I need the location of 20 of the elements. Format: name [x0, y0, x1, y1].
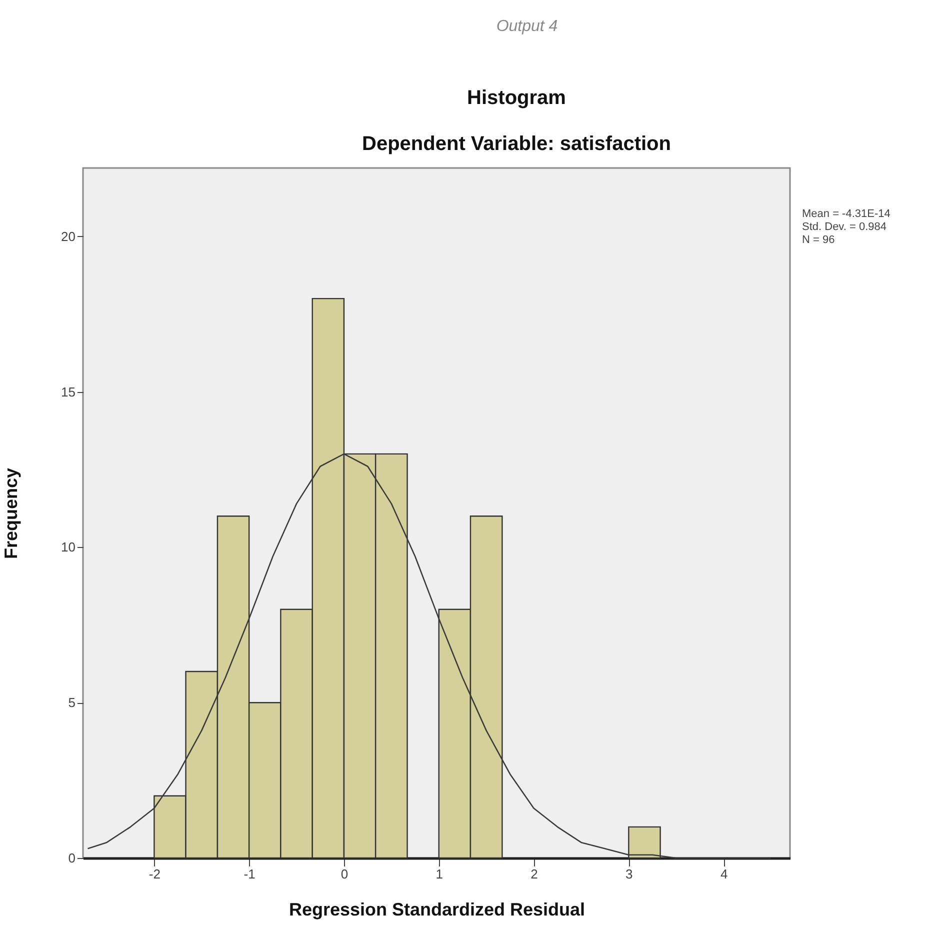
x-axis-title: Regression Standardized Residual [288, 900, 586, 920]
x-tick-label: -2 [148, 866, 160, 882]
y-axis-title: Frequency [1, 468, 22, 560]
chart-subtitle: Dependent Variable: satisfaction [362, 133, 671, 155]
x-tick-label: 3 [626, 866, 633, 882]
y-tick-label: 5 [68, 695, 76, 710]
text: N = 96 [802, 234, 836, 247]
chart-title: Histogram [467, 87, 566, 109]
x-tick-label: 1 [436, 866, 443, 882]
text: Output 4 [495, 18, 559, 36]
y-tick-label: 0 [68, 850, 76, 866]
y-tick-label: 10 [61, 540, 76, 555]
x-tick-label: 0 [340, 866, 348, 882]
text: Std. Dev. = 0.984 [802, 221, 888, 234]
x-tick-label: -1 [244, 866, 256, 882]
y-tick-label: 15 [61, 384, 76, 400]
y-tick-label: 20 [61, 228, 76, 244]
x-tick-label: 2 [530, 866, 538, 882]
text: Mean = -4.31E-14 [802, 208, 890, 221]
x-tick-label: 4 [720, 866, 728, 882]
